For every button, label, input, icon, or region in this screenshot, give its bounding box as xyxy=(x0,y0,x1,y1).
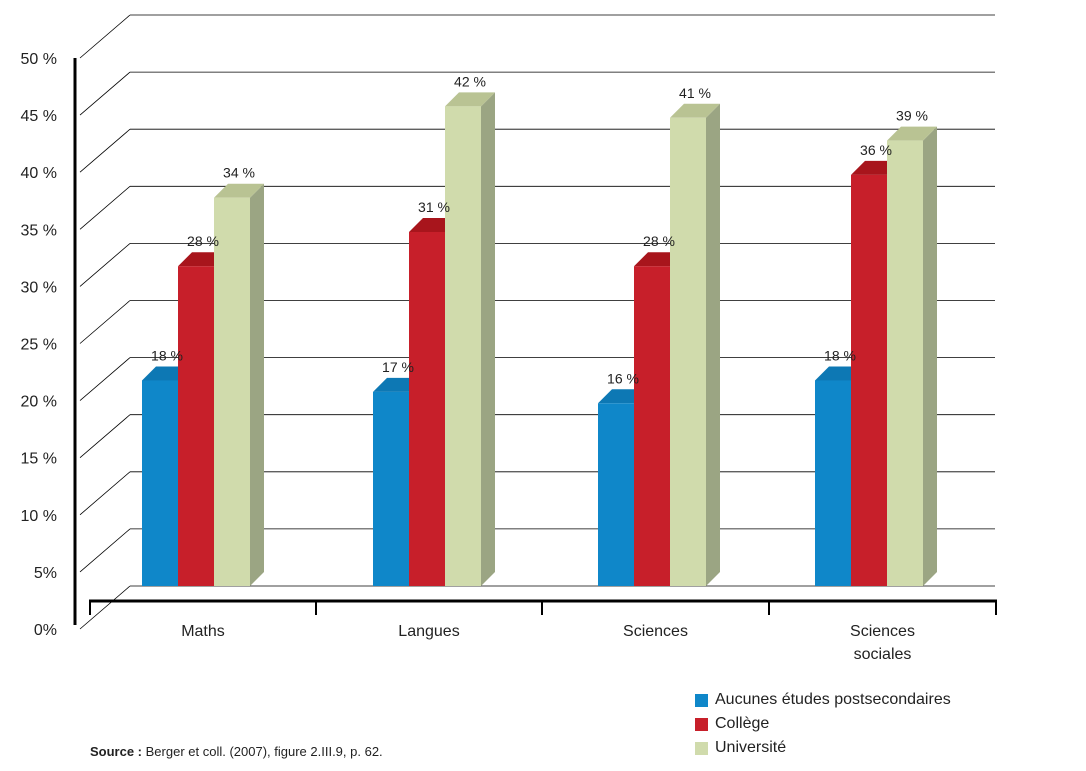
gridline-depth xyxy=(79,71,131,116)
bar xyxy=(178,266,214,586)
bar xyxy=(445,106,481,587)
data-label: 41 % xyxy=(679,85,711,101)
bar-top xyxy=(214,183,264,198)
bar-side xyxy=(250,183,264,586)
source-label: Source : xyxy=(90,744,143,759)
bar xyxy=(142,380,178,586)
bar xyxy=(214,197,250,586)
y-tick-label: 25 % xyxy=(21,337,57,354)
x-tick-label: Langues xyxy=(398,623,459,640)
bar-side xyxy=(706,103,720,586)
gridline-depth xyxy=(79,243,131,287)
source-text: Berger et coll. (2007), figure 2.III.9, … xyxy=(145,744,383,759)
y-tick-label: 5% xyxy=(34,565,57,582)
data-label: 34 % xyxy=(223,165,255,181)
y-tick-label: 30 % xyxy=(21,279,57,296)
data-label: 18 % xyxy=(824,347,856,363)
source-note: Source : Berger et coll. (2007), figure … xyxy=(90,744,383,759)
legend-item-aucunes: Aucunes études postsecondaires xyxy=(695,688,951,712)
bar xyxy=(851,174,887,586)
bar-top xyxy=(887,126,937,141)
bar-top xyxy=(445,92,495,107)
legend-item-universite: Université xyxy=(695,736,951,760)
gridline-depth xyxy=(79,300,131,344)
data-label: 31 % xyxy=(418,199,450,215)
bar xyxy=(815,380,851,586)
y-tick-label: 10 % xyxy=(21,508,57,525)
bar-side xyxy=(481,92,495,587)
gridline-depth xyxy=(79,128,131,173)
legend-swatch xyxy=(695,693,708,707)
data-label: 28 % xyxy=(643,233,675,249)
legend: Aucunes études postsecondaires Collège U… xyxy=(695,688,951,760)
y-tick-label: 20 % xyxy=(21,394,57,411)
bar xyxy=(598,403,634,586)
data-label: 39 % xyxy=(896,108,928,124)
data-label: 18 % xyxy=(151,347,183,363)
gridline-depth xyxy=(79,471,131,516)
bar xyxy=(373,391,409,586)
legend-item-college: Collège xyxy=(695,712,951,736)
data-labels: 18 % 28 % 34 % 17 % 31 % 42 % 16 % 28 % 41 % 18 %… xyxy=(151,73,928,386)
gridline-depth xyxy=(79,585,131,630)
y-tick-label: 50 % xyxy=(21,51,57,68)
bar xyxy=(409,231,445,587)
gridline-depth xyxy=(79,528,131,573)
data-label: 17 % xyxy=(382,359,414,375)
bar xyxy=(887,140,923,586)
grid-lines xyxy=(79,14,995,630)
gridline-depth xyxy=(79,185,131,230)
gridline-depth xyxy=(79,357,131,401)
bar xyxy=(634,266,670,586)
x-tick-label: Maths xyxy=(181,623,225,640)
x-tick-label: Sciences xyxy=(850,623,915,640)
data-label: 42 % xyxy=(454,73,486,89)
y-tick-label: 45 % xyxy=(21,108,57,125)
bars xyxy=(142,92,937,587)
bar-top xyxy=(670,103,720,118)
axes: 0% 5% 10 % 15 % 20 % 25 % 30 % 35 % 40 % 45 % 50 %… xyxy=(21,51,997,663)
legend-swatch xyxy=(695,741,708,755)
y-tick-label: 35 % xyxy=(21,222,57,239)
gridline-depth xyxy=(79,14,131,59)
bar xyxy=(670,117,706,586)
legend-label: Collège xyxy=(715,715,770,732)
y-tick-label: 15 % xyxy=(21,451,57,468)
y-tick-label: 40 % xyxy=(21,165,57,182)
data-label: 36 % xyxy=(860,142,892,158)
legend-label: Aucunes études postsecondaires xyxy=(715,691,951,708)
x-tick-label: sociales xyxy=(854,646,912,663)
gridline-depth xyxy=(79,414,131,459)
data-label: 28 % xyxy=(187,233,219,249)
legend-label: Université xyxy=(715,739,787,756)
y-tick-label: 0% xyxy=(34,622,57,639)
legend-swatch xyxy=(695,717,708,731)
data-label: 16 % xyxy=(607,370,639,386)
x-tick-label: Sciences xyxy=(623,623,688,640)
bar-side xyxy=(923,126,937,587)
